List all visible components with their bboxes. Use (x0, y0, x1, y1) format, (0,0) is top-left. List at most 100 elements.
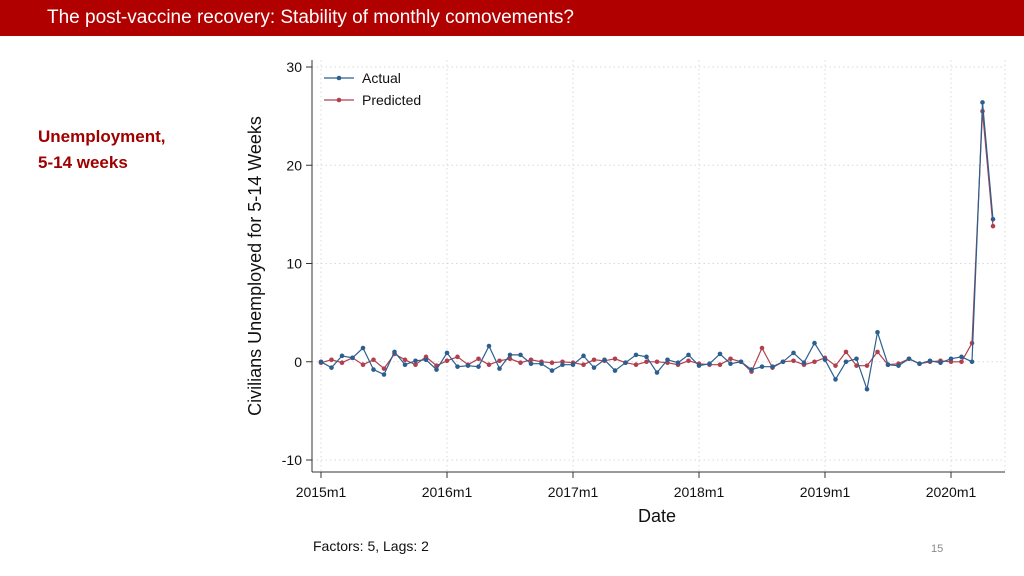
data-point-actual (959, 354, 964, 360)
data-point-predicted (717, 362, 723, 367)
data-point-actual (675, 360, 681, 366)
data-point-actual (570, 362, 576, 367)
data-point-predicted (381, 366, 387, 371)
data-point-actual (707, 361, 712, 367)
data-point-actual (854, 356, 859, 362)
data-point-actual (812, 340, 817, 346)
data-point-actual (507, 352, 513, 358)
data-point-actual (528, 361, 534, 367)
data-point-actual (780, 359, 786, 365)
line-chart: -10 0 10 20 30 2015m1 2016m1 2017m1 2018m1 2019m1… (245, 59, 1006, 526)
data-point-predicted (339, 360, 345, 366)
series-label-line2: 5-14 weeks (38, 153, 128, 172)
data-point-actual (591, 365, 597, 370)
data-point-predicted (843, 349, 849, 355)
data-point-actual (413, 358, 418, 364)
data-point-actual (843, 359, 849, 365)
data-point-actual (980, 100, 985, 105)
data-point-predicted (959, 359, 964, 365)
y-axis-title: Civilians Unemployed for 5-14 Weeks (245, 116, 265, 416)
data-point-predicted (455, 354, 460, 360)
data-point-predicted (518, 360, 523, 366)
data-point-actual (434, 367, 439, 372)
data-point-predicted (507, 356, 513, 362)
data-point-actual (654, 370, 660, 375)
data-point-predicted (969, 340, 975, 346)
data-point-actual (381, 372, 387, 377)
data-point-predicted (497, 358, 502, 364)
data-point-predicted (581, 362, 586, 367)
data-point-actual (749, 367, 754, 372)
data-point-actual (560, 362, 565, 367)
data-point-predicted (812, 359, 817, 365)
data-point-predicted (644, 359, 649, 365)
data-point-actual (917, 361, 922, 367)
data-point-predicted (791, 358, 796, 364)
x-tick-label: 2016m1 (422, 484, 473, 500)
footnote: Factors: 5, Lags: 2 (313, 538, 429, 554)
data-point-predicted (833, 363, 838, 368)
data-point-actual (455, 364, 460, 369)
data-point-actual (906, 356, 912, 362)
data-point-actual (927, 358, 933, 364)
data-point-actual (318, 359, 324, 365)
data-point-actual (623, 360, 628, 366)
data-point-actual (539, 361, 544, 367)
data-point-predicted (854, 363, 859, 368)
page-number: 15 (931, 543, 944, 555)
data-point-predicted (875, 349, 880, 355)
data-point-actual (738, 359, 744, 365)
series-line-actual (320, 102, 994, 392)
data-point-actual (423, 357, 429, 363)
data-point-actual (602, 357, 607, 363)
series-layer (318, 100, 996, 392)
data-point-actual (633, 352, 639, 358)
y-tick-label: 0 (294, 354, 302, 370)
data-point-actual (770, 364, 775, 369)
data-point-predicted (486, 362, 492, 367)
data-point-predicted (402, 357, 408, 363)
data-point-actual (465, 363, 471, 368)
y-tick-label: -10 (282, 452, 302, 468)
x-tick-label: 2015m1 (296, 484, 347, 500)
data-point-predicted (759, 345, 765, 351)
data-point-actual (476, 364, 481, 369)
data-point-predicted (413, 362, 418, 367)
x-axis-title: Date (638, 506, 676, 526)
data-point-predicted (990, 223, 996, 229)
series-label: Unemployment, 5-14 weeks (38, 124, 166, 176)
page-title: The post-vaccine recovery: Stability of … (47, 7, 574, 28)
data-point-actual (686, 352, 691, 358)
data-point-actual (360, 345, 366, 351)
data-point-actual (392, 349, 397, 355)
data-point-actual (822, 357, 828, 363)
data-point-actual (329, 365, 334, 370)
data-point-actual (948, 356, 954, 362)
x-tick-label: 2017m1 (548, 484, 599, 500)
data-point-predicted (371, 357, 376, 363)
data-point-actual (791, 350, 796, 356)
data-point-actual (665, 357, 670, 363)
data-point-actual (581, 353, 586, 359)
y-tick-label: 10 (286, 256, 302, 272)
data-point-actual (444, 350, 450, 356)
data-point-actual (696, 363, 702, 368)
data-point-predicted (654, 359, 660, 365)
data-point-predicted (549, 360, 555, 366)
data-point-actual (875, 329, 880, 335)
data-point-predicted (528, 357, 534, 363)
x-tick-label: 2018m1 (674, 484, 725, 500)
data-point-actual (896, 363, 901, 368)
data-point-predicted (444, 358, 450, 364)
data-point-predicted (476, 356, 481, 362)
data-point-actual (371, 367, 376, 372)
data-point-predicted (591, 357, 597, 363)
data-point-actual (759, 364, 765, 369)
data-point-predicted (329, 357, 334, 363)
data-point-predicted (686, 358, 691, 364)
x-tick-label: 2019m1 (800, 484, 851, 500)
x-tick-label: 2020m1 (926, 484, 977, 500)
data-point-actual (728, 361, 733, 367)
data-point-actual (612, 368, 618, 373)
y-tick-label: 20 (286, 157, 302, 173)
